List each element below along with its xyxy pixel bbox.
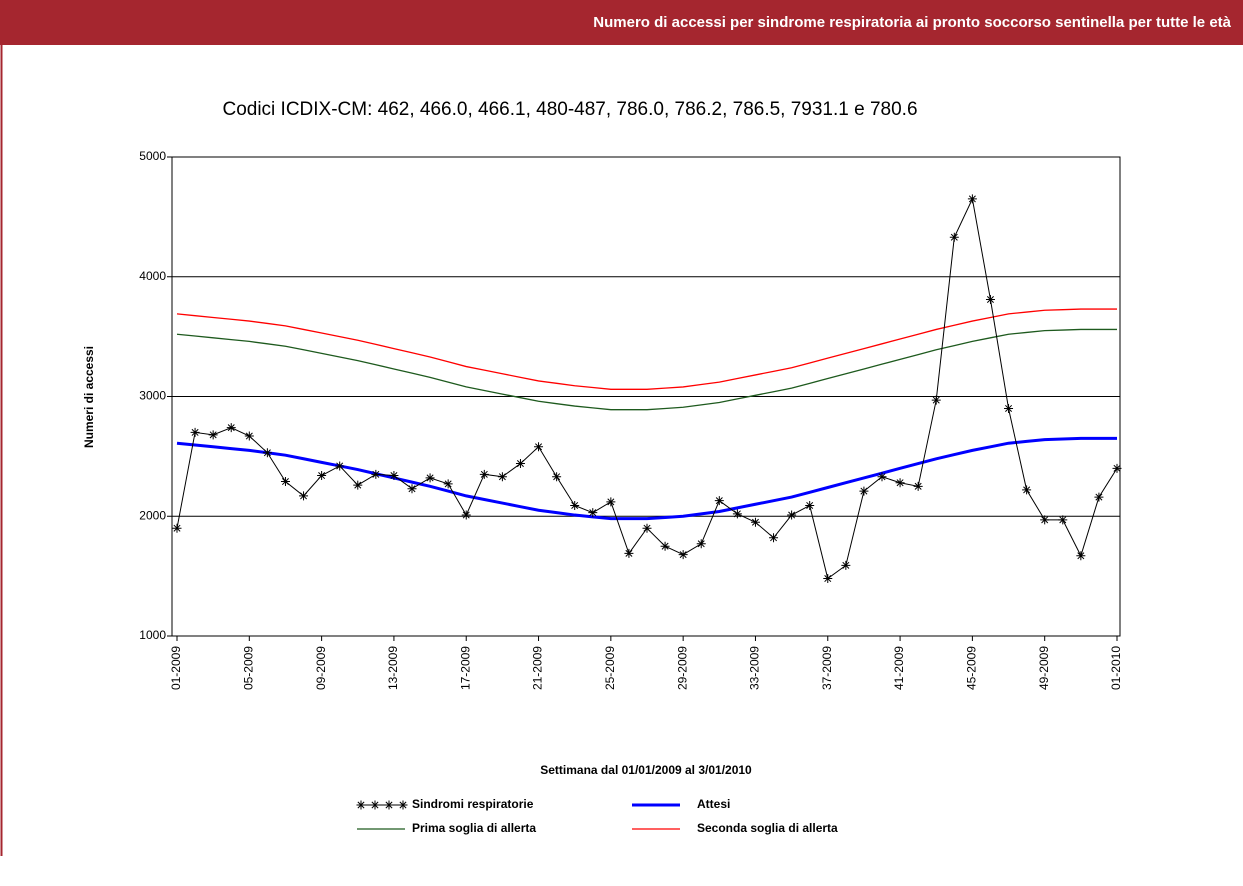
data-point — [588, 508, 598, 518]
series-line — [176, 436, 1117, 521]
x-tick-label: 49-2009 — [1037, 646, 1051, 690]
data-point — [190, 427, 200, 437]
y-tick-label: 1000 — [139, 628, 166, 642]
data-point — [335, 461, 345, 471]
data-point — [913, 481, 923, 491]
y-axis-title: Numeri di accessi — [82, 346, 96, 448]
data-point — [660, 541, 670, 551]
x-tick-label: 17-2009 — [458, 646, 472, 690]
x-tick-label: 33-2009 — [748, 646, 762, 690]
x-axis-title: Settimana dal 01/01/2009 al 3/01/2010 — [540, 763, 752, 777]
data-point — [534, 442, 544, 452]
data-point — [317, 471, 327, 481]
x-tick-label: 01-2009 — [169, 646, 183, 690]
data-point — [208, 430, 218, 440]
legend-label: Prima soglia di allerta — [412, 821, 536, 835]
legend-marker — [398, 800, 408, 810]
x-tick-label: 37-2009 — [820, 646, 834, 690]
data-point — [859, 486, 869, 496]
data-point — [1004, 403, 1014, 413]
x-tick-label: 05-2009 — [241, 646, 255, 690]
legend-label: Sindromi respiratorie — [412, 797, 534, 811]
series-line — [176, 328, 1117, 411]
chart-subtitle: Codici ICDIX-CM: 462, 466.0, 466.1, 480-… — [222, 99, 917, 120]
x-tick-label: 45-2009 — [965, 646, 979, 690]
legend-label: Attesi — [697, 797, 730, 811]
data-point — [642, 523, 652, 533]
legend-marker — [356, 800, 366, 810]
data-point — [895, 478, 905, 488]
data-point — [1058, 515, 1068, 525]
data-point — [732, 509, 742, 519]
data-point — [226, 423, 236, 433]
x-tick-label: 41-2009 — [892, 646, 906, 690]
data-point — [967, 194, 977, 204]
x-tick-label: 09-2009 — [314, 646, 328, 690]
data-point — [949, 232, 959, 242]
legend-label: Seconda soglia di allerta — [697, 821, 838, 835]
data-point — [877, 472, 887, 482]
series-line — [176, 308, 1117, 390]
data-point — [407, 484, 417, 494]
data-point — [1076, 551, 1086, 561]
data-point — [172, 523, 182, 533]
x-tick-label: 25-2009 — [603, 646, 617, 690]
data-point — [678, 550, 688, 560]
header-bar — [0, 0, 1243, 45]
data-point — [805, 500, 815, 510]
data-point — [497, 472, 507, 482]
legend-marker — [384, 800, 394, 810]
data-point — [985, 295, 995, 305]
legend-marker — [370, 800, 380, 810]
data-point — [1040, 515, 1050, 525]
data-point — [425, 473, 435, 483]
data-point — [353, 480, 363, 490]
data-point — [769, 533, 779, 543]
header-title: Numero di accessi per sindrome respirato… — [593, 14, 1231, 31]
x-tick-label: 13-2009 — [386, 646, 400, 690]
data-point — [696, 539, 706, 549]
data-point — [823, 574, 833, 584]
data-point — [1112, 463, 1122, 473]
data-point — [714, 496, 724, 506]
data-point — [244, 431, 254, 441]
y-tick-label: 2000 — [139, 508, 166, 522]
y-tick-label: 5000 — [139, 149, 166, 163]
data-point — [280, 477, 290, 487]
data-point — [624, 548, 634, 558]
data-point — [443, 479, 453, 489]
data-point — [931, 395, 941, 405]
data-point — [1094, 492, 1104, 502]
x-tick-label: 21-2009 — [531, 646, 545, 690]
data-point — [750, 517, 760, 527]
data-point — [787, 510, 797, 520]
data-point — [479, 469, 489, 479]
data-point — [570, 500, 580, 510]
data-point — [299, 491, 309, 501]
data-point — [606, 497, 616, 507]
data-point — [515, 459, 525, 469]
data-point — [371, 469, 381, 479]
x-tick-label: 01-2010 — [1109, 646, 1123, 690]
data-point — [262, 448, 272, 458]
data-point — [389, 471, 399, 481]
y-tick-label: 4000 — [139, 269, 166, 283]
y-tick-label: 3000 — [139, 389, 166, 403]
x-tick-label: 29-2009 — [675, 646, 689, 690]
data-point — [1022, 485, 1032, 495]
data-point — [552, 472, 562, 482]
data-point — [461, 510, 471, 520]
data-point — [841, 560, 851, 570]
